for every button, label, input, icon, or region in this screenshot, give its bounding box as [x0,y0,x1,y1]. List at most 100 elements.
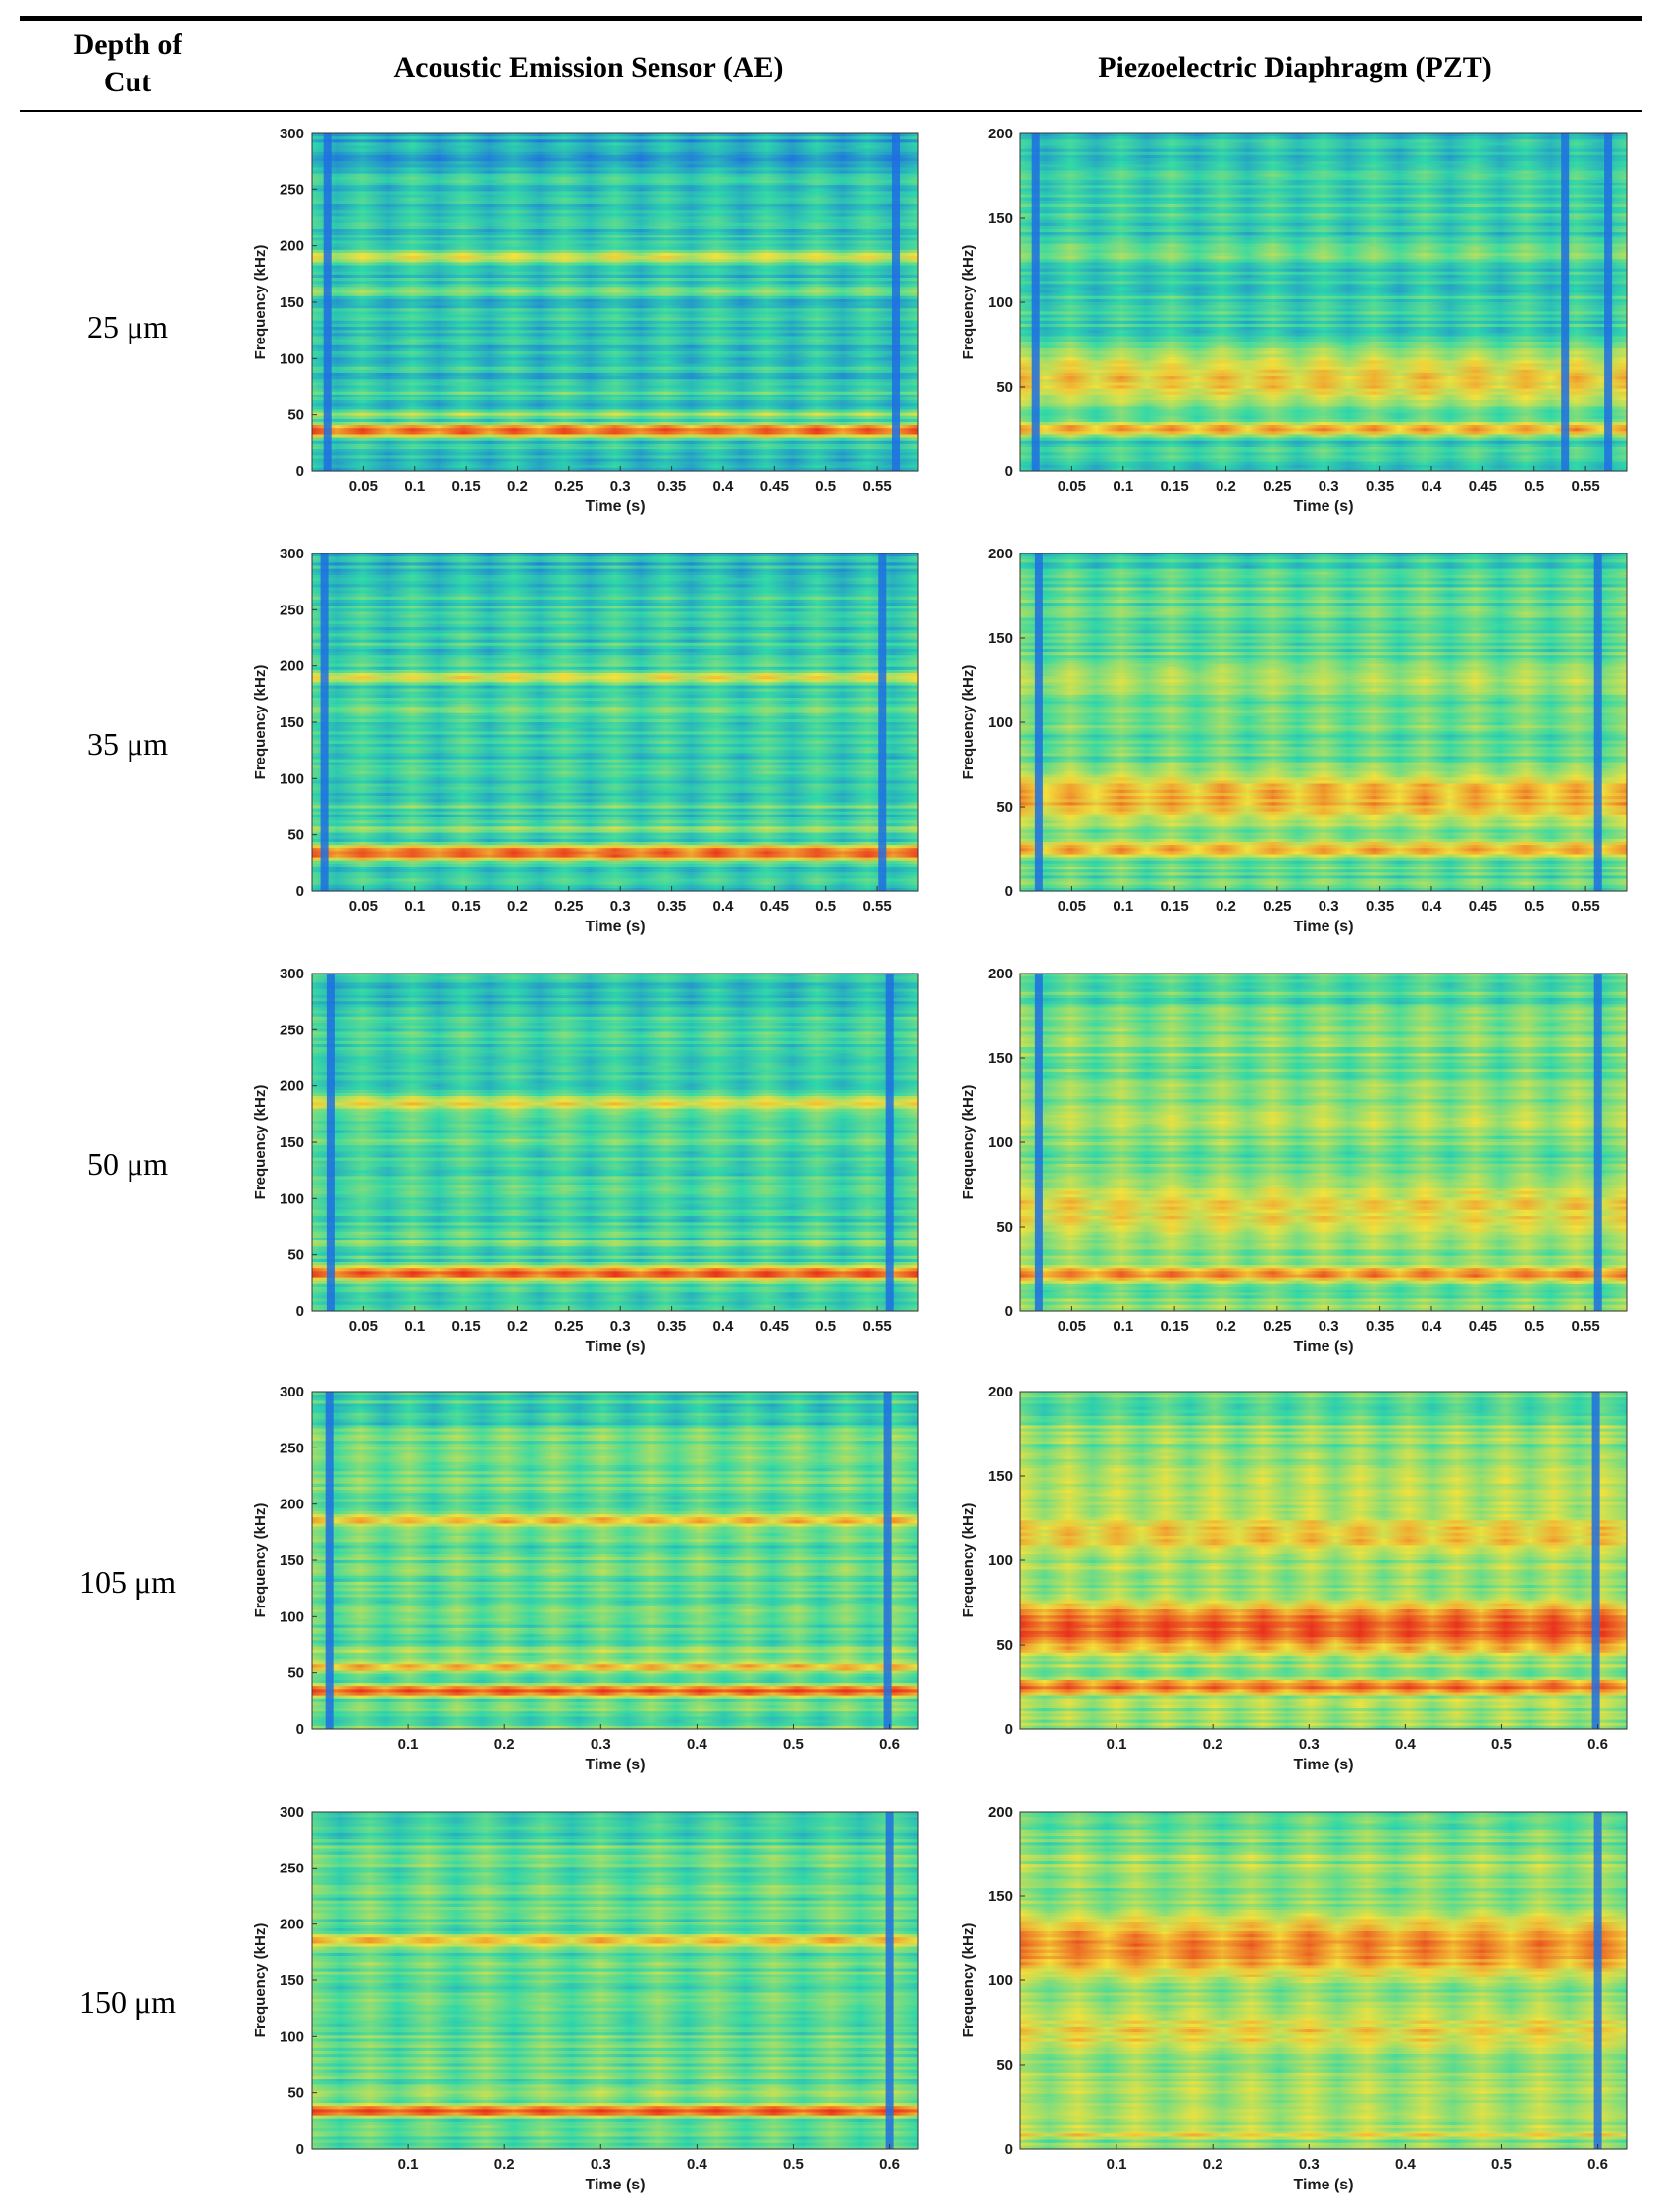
y-tick-label: 200 [988,1804,1013,1820]
header-pzt: Piezoelectric Diaphragm (PZT) [981,49,1609,86]
x-tick-label: 0.1 [404,898,425,915]
y-tick-label: 200 [988,546,1013,562]
x-tick-label: 0.05 [349,898,378,915]
y-tick-label: 150 [280,294,304,311]
y-axis-label: Frequency (kHz) [252,245,269,360]
x-tick-label: 0.5 [1524,1318,1544,1335]
spectrogram-ae-row-4: 0 50 100 150 200 250 300 0.1 0.2 0.3 0.4 0.5 0.6 Time… [252,1384,919,1773]
x-tick-label: 0.55 [863,478,892,495]
heatmap-body [312,553,918,892]
x-tick-label: 0.5 [1524,898,1544,915]
x-tick-label: 0.3 [610,898,631,915]
table-header-rule [20,110,1642,112]
x-tick-label: 0.55 [1572,898,1600,915]
x-tick-label: 0.1 [404,478,425,495]
x-tick-label: 0.2 [1203,1736,1223,1753]
y-tick-label: 250 [280,1440,304,1456]
header-ae: Acoustic Emission Sensor (AE) [285,49,893,86]
dark-column-2 [892,133,900,471]
dark-column-1 [1593,1812,1602,2149]
y-tick-label: 200 [988,1384,1013,1400]
y-tick-label: 100 [988,1553,1013,1569]
y-axis-label: Frequency (kHz) [252,665,269,780]
x-tick-label: 0.1 [1113,478,1133,495]
x-tick-label: 0.25 [554,898,583,915]
y-tick-label: 300 [280,126,304,142]
heatmap-body [1020,1812,1627,2150]
y-tick-label: 100 [280,1608,304,1625]
heatmap-body [312,133,918,472]
x-tick-label: 0.35 [1366,478,1394,495]
x-tick-label: 0.4 [1422,478,1443,495]
y-tick-label: 150 [988,1888,1013,1905]
x-tick-label: 0.5 [1491,2156,1512,2173]
y-axis-label: Frequency (kHz) [252,1085,269,1200]
x-tick-label: 0.4 [713,478,735,495]
x-tick-label: 0.1 [1113,1318,1133,1335]
y-axis-label: Frequency (kHz) [961,1085,977,1200]
x-tick-label: 0.25 [1263,478,1291,495]
y-axis-label: Frequency (kHz) [252,1923,269,2038]
y-tick-label: 0 [1005,2141,1013,2158]
x-tick-label: 0.3 [610,478,631,495]
x-tick-label: 0.05 [349,1318,378,1335]
y-tick-label: 0 [1005,1303,1013,1320]
x-axis-label: Time (s) [585,919,645,935]
spectrogram-pzt-row-5: 0 50 100 150 200 0.1 0.2 0.3 0.4 0.5 0.6 Time (s) Fr… [961,1804,1628,2193]
x-tick-label: 0.15 [452,1318,481,1335]
heatmap-body [312,1812,918,2150]
heatmap-body [312,1392,918,1730]
y-tick-label: 0 [1005,463,1013,480]
y-tick-label: 300 [280,1804,304,1820]
x-tick-label: 0.3 [1319,478,1339,495]
y-tick-label: 150 [280,1134,304,1151]
y-tick-label: 50 [996,799,1013,816]
y-tick-label: 250 [280,1022,304,1038]
dark-column-1 [1034,974,1043,1311]
header-depth-of-cut: Depth of Cut [29,26,226,101]
x-tick-label: 0.25 [1263,898,1291,915]
dark-column-1 [1034,553,1043,891]
x-tick-label: 0.3 [591,1736,611,1753]
x-tick-label: 0.5 [783,2156,804,2173]
x-tick-label: 0.1 [398,1736,419,1753]
y-tick-label: 100 [988,1134,1013,1151]
x-tick-label: 0.2 [494,2156,515,2173]
heatmap-body [1020,974,1627,1312]
y-tick-label: 100 [988,714,1013,731]
x-tick-label: 0.15 [452,478,481,495]
y-tick-label: 200 [988,126,1013,142]
x-tick-label: 0.3 [1299,2156,1320,2173]
x-tick-label: 0.05 [1058,1318,1086,1335]
x-tick-label: 0.2 [1203,2156,1223,2173]
spectrogram-pzt-row-4: 0 50 100 150 200 0.1 0.2 0.3 0.4 0.5 0.6 Time (s) Fr… [961,1384,1628,1773]
y-tick-label: 150 [988,210,1013,227]
x-tick-label: 0.2 [507,1318,528,1335]
dark-column-1 [326,974,335,1311]
y-tick-label: 50 [996,379,1013,395]
dark-column-2 [885,974,894,1311]
dark-column-2 [883,1392,892,1729]
x-tick-label: 0.5 [1491,1736,1512,1753]
y-tick-label: 200 [280,1079,304,1095]
dark-column-2 [1593,553,1602,891]
header-depth-line1: Depth of [29,26,226,64]
x-tick-label: 0.1 [1107,2156,1127,2173]
x-tick-label: 0.35 [657,1318,686,1335]
x-tick-label: 0.5 [815,1318,836,1335]
y-tick-label: 300 [280,1384,304,1400]
y-tick-label: 50 [996,2057,1013,2074]
dark-column-2 [878,553,887,891]
table-top-rule [20,16,1642,21]
y-tick-label: 100 [280,770,304,787]
x-axis-label: Time (s) [1293,2177,1353,2193]
x-tick-label: 0.4 [1395,1736,1417,1753]
x-axis-label: Time (s) [1293,1339,1353,1355]
depth-label-row-2: 35 μm [29,726,226,763]
x-tick-label: 0.4 [687,1736,708,1753]
x-tick-label: 0.5 [1524,478,1544,495]
y-tick-label: 0 [296,883,304,900]
dark-column-1 [323,133,332,471]
y-tick-label: 0 [296,1303,304,1320]
y-tick-label: 150 [280,1973,304,1989]
